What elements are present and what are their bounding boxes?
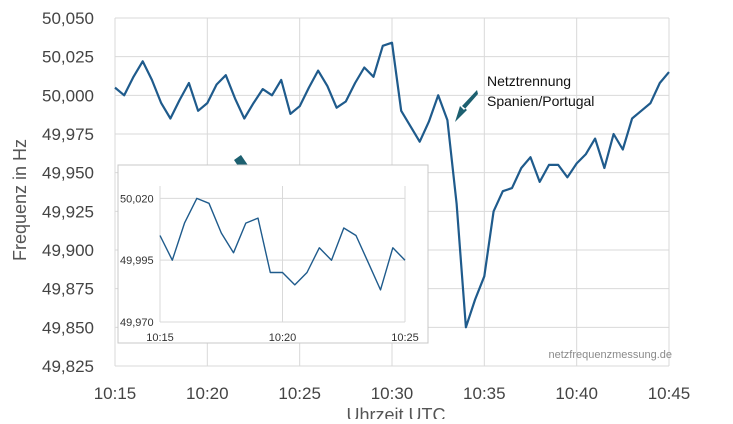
main-y-tick-labels: 49,825 49,850 49,875 49,900 49,925 49,950 49,9…	[42, 9, 94, 376]
main-x-tick-labels: 10:15 10:20 10:25 10:30 10:35 10:40 10:45	[94, 384, 691, 403]
inset-frame	[117, 164, 429, 344]
main-x-tick-label: 10:45	[648, 384, 691, 403]
x-axis-title: Uhrzeit UTC	[346, 405, 445, 419]
inset-x-tick-label: 10:20	[269, 332, 297, 344]
main-y-tick-label: 50,050	[42, 9, 94, 28]
inset-x-tick-label: 10:15	[146, 332, 174, 344]
annotation-line-2: Spanien/Portugal	[487, 93, 594, 109]
main-y-tick-label: 49,875	[42, 280, 94, 299]
main-y-tick-label: 50,000	[42, 86, 94, 105]
main-y-tick-label: 50,025	[42, 48, 94, 67]
main-x-tick-label: 10:20	[186, 384, 229, 403]
main-y-tick-label: 49,825	[42, 357, 94, 376]
inset-series-line	[159, 197, 406, 291]
inset-y-tick-label: 49,970	[120, 317, 154, 329]
main-y-tick-label: 49,975	[42, 125, 94, 144]
inset-chart: 49,970 49,995 50,020 10:15 10:20 10:25	[117, 164, 429, 344]
inset-y-tick-label: 49,995	[120, 255, 154, 267]
main-x-tick-label: 10:25	[278, 384, 321, 403]
main-x-tick-label: 10:40	[555, 384, 598, 403]
inset-x-tick-labels: 10:15 10:20 10:25	[146, 332, 419, 344]
main-y-tick-label: 49,950	[42, 164, 94, 183]
main-series-line	[114, 41, 670, 329]
main-x-tick-label: 10:35	[463, 384, 506, 403]
inset-y-tick-label: 50,020	[120, 193, 154, 205]
y-axis-title: Frequenz in Hz	[10, 139, 30, 261]
main-x-tick-label: 10:15	[94, 384, 137, 403]
main-x-tick-label: 10:30	[371, 384, 414, 403]
inset-grid	[159, 186, 406, 323]
annotation-line-1: Netztrennung	[487, 73, 571, 89]
main-y-tick-label: 49,850	[42, 318, 94, 337]
annotation-arrow	[455, 90, 478, 122]
inset-x-tick-label: 10:25	[391, 332, 419, 344]
main-y-tick-label: 49,900	[42, 241, 94, 260]
inset-y-tick-labels: 49,970 49,995 50,020	[120, 193, 154, 329]
main-y-tick-label: 49,925	[42, 202, 94, 221]
watermark: netzfrequenzmessung.de	[548, 349, 672, 361]
